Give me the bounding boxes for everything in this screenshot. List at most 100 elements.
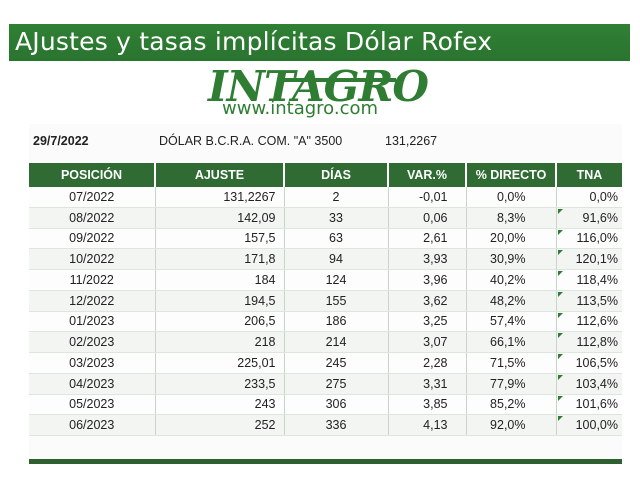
cell-ajuste: 131,2267 [155, 187, 285, 208]
cell-ajuste-text: 171,8 [244, 252, 276, 267]
cell-dias-text: 63 [329, 231, 343, 246]
cell-posicion-text: 03/2023 [69, 355, 115, 370]
cell-dias: 336 [284, 414, 389, 436]
col-header-directo: % DIRECTO [466, 163, 557, 187]
reference-date: 29/7/2022 [33, 134, 89, 148]
cell-tna-text: 106,5% [575, 355, 618, 370]
cell-posicion-text: 12/2022 [69, 293, 115, 308]
cell-directo-text: 66,1% [490, 335, 526, 350]
cell-posicion: 01/2023 [29, 311, 156, 333]
comment-marker-icon [557, 208, 563, 214]
cell-dias-text: 124 [325, 272, 347, 287]
cell-tna-text: 120,1% [575, 252, 618, 267]
comment-marker-icon [557, 395, 563, 401]
cell-ajuste-text: 233,5 [244, 376, 276, 391]
cell-tna-text: 113,5% [576, 293, 618, 308]
table-row: 01/2023 206,5 186 3,25 57,4% 112,6% [29, 311, 622, 333]
comment-marker-icon [557, 354, 563, 359]
cell-posicion: 04/2023 [29, 373, 156, 395]
cell-posicion-text: 09/2022 [69, 231, 115, 246]
cell-var-text: 3,31 [423, 376, 448, 391]
cell-directo-text: 30,9% [490, 252, 526, 267]
cell-posicion: 09/2022 [29, 228, 156, 250]
cell-ajuste-text: 252 [254, 418, 276, 433]
intagro-logo: INTAGRO www.intagro.com [208, 62, 429, 122]
cell-posicion-text: 06/2023 [69, 418, 115, 433]
col-header-posicion: POSICIÓN [29, 163, 156, 187]
cell-ajuste-text: 131,2267 [223, 189, 276, 204]
cell-posicion: 03/2023 [29, 352, 156, 374]
cell-directo-text: 92,0% [490, 418, 526, 433]
cell-ajuste-text: 225,01 [237, 355, 276, 370]
cell-var-text: 2,28 [423, 355, 448, 370]
cell-posicion-text: 02/2023 [69, 335, 115, 350]
col-header-tna: TNA [556, 163, 622, 187]
cell-tna-text: 112,8% [576, 335, 618, 350]
page-title: AJustes y tasas implícitas Dólar Rofex [15, 27, 493, 56]
cell-dias: 275 [284, 373, 389, 395]
cell-directo-text: 40,2% [490, 272, 526, 287]
cell-var-text: 3,07 [423, 335, 448, 350]
rates-table: POSICIÓN AJUSTE DÍAS VAR.% % DIRECTO TNA… [29, 163, 622, 436]
cell-ajuste: 225,01 [155, 352, 285, 374]
comment-marker-icon [557, 291, 563, 297]
table-row: 05/2023 243 306 3,85 85,2% 101,6% [29, 394, 622, 416]
cell-tna-text: 91,6% [582, 210, 618, 225]
cell-var-text: 4,13 [423, 418, 448, 433]
cell-dias-text: 245 [325, 355, 347, 370]
cell-directo: 8,3% [466, 207, 557, 229]
cell-posicion: 02/2023 [29, 331, 156, 353]
cell-posicion-text: 11/2022 [69, 272, 114, 287]
table-row: 09/2022 157,5 63 2,61 20,0% 116,0% [29, 228, 622, 250]
cell-posicion-text: 05/2023 [69, 397, 115, 412]
comment-marker-icon [557, 229, 563, 235]
cell-tna: 112,6% [556, 311, 622, 333]
cell-dias: 94 [284, 248, 389, 270]
cell-tna: 103,4% [556, 373, 622, 395]
cell-directo: 40,2% [466, 269, 557, 291]
cell-posicion: 10/2022 [29, 248, 156, 270]
table-row: 03/2023 225,01 245 2,28 71,5% 106,5% [29, 352, 622, 374]
reference-value: 131,2267 [385, 134, 438, 148]
cell-posicion: 05/2023 [29, 394, 156, 416]
cell-dias: 306 [284, 394, 389, 416]
cell-dias-text: 155 [325, 293, 347, 308]
cell-directo-text: 8,3% [497, 210, 526, 225]
cell-directo-text: 57,4% [490, 314, 526, 329]
cell-posicion: 06/2023 [29, 414, 156, 436]
title-bar: AJustes y tasas implícitas Dólar Rofex [9, 24, 630, 61]
cell-ajuste: 206,5 [155, 311, 285, 333]
cell-var-text: 0,06 [423, 210, 448, 225]
cell-dias-text: 94 [329, 252, 343, 267]
cell-ajuste: 243 [155, 394, 285, 416]
cell-var: -0,01 [388, 187, 467, 208]
cell-directo: 20,0% [466, 228, 557, 250]
cell-posicion-text: 07/2022 [69, 189, 115, 204]
cell-tna: 0,0% [556, 187, 622, 208]
cell-dias-text: 186 [325, 314, 347, 329]
cell-directo: 77,9% [466, 373, 557, 395]
cell-var: 3,96 [388, 269, 467, 291]
cell-var: 3,07 [388, 331, 467, 353]
cell-ajuste-text: 142,09 [237, 210, 276, 225]
cell-dias-text: 336 [325, 418, 347, 433]
cell-tna: 120,1% [556, 248, 622, 270]
cell-ajuste: 194,5 [155, 290, 285, 312]
table-row: 11/2022 184 124 3,96 40,2% 118,4% [29, 269, 622, 291]
cell-dias-text: 33 [329, 210, 343, 225]
reference-row: 29/7/2022 DÓLAR B.C.R.A. COM. "A" 3500 1… [29, 126, 622, 156]
cell-ajuste: 233,5 [155, 373, 285, 395]
cell-dias: 245 [284, 352, 389, 374]
cell-ajuste: 252 [155, 414, 285, 436]
cell-var-text: 3,62 [423, 293, 448, 308]
reference-label: DÓLAR B.C.R.A. COM. "A" 3500 [159, 134, 343, 148]
cell-tna-text: 116,0% [576, 231, 618, 246]
cell-ajuste: 218 [155, 331, 285, 353]
cell-var: 3,25 [388, 311, 467, 333]
comment-marker-icon [557, 416, 563, 422]
comment-marker-icon [557, 250, 563, 256]
col-header-dias: DÍAS [284, 163, 389, 187]
cell-ajuste-text: 184 [254, 272, 276, 287]
cell-ajuste-text: 194,5 [244, 293, 276, 308]
cell-ajuste-text: 206,5 [244, 314, 276, 329]
